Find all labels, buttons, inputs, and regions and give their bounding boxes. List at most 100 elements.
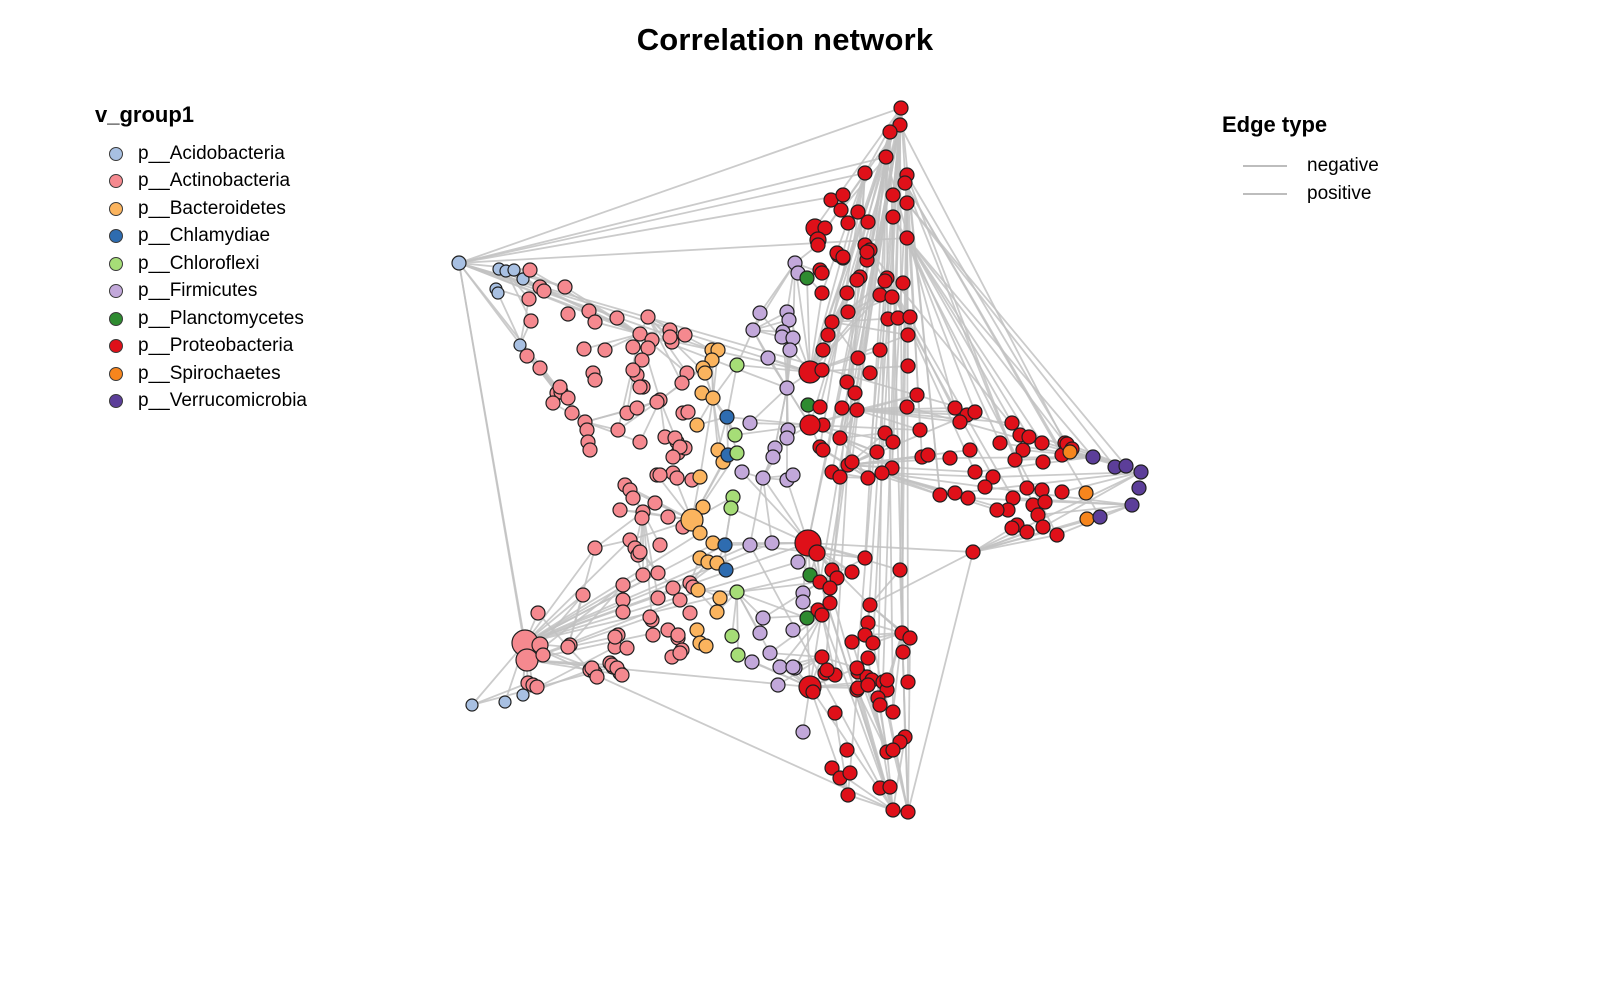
network-node-p__Proteobacteria[interactable]: [885, 434, 901, 450]
network-node-p__Proteobacteria[interactable]: [839, 374, 855, 390]
network-node-p__Actinobacteria[interactable]: [589, 669, 605, 685]
network-node-p__Firmicutes[interactable]: [742, 415, 758, 431]
network-node-p__Spirochaetes[interactable]: [1078, 485, 1094, 501]
network-node-p__Proteobacteria[interactable]: [1021, 429, 1037, 445]
network-node-p__Actinobacteria[interactable]: [535, 647, 551, 663]
network-node-p__Actinobacteria[interactable]: [649, 394, 665, 410]
network-node-p__Proteobacteria[interactable]: [992, 435, 1008, 451]
network-node-p__Proteobacteria[interactable]: [897, 175, 913, 191]
network-node-p__Firmicutes[interactable]: [744, 654, 760, 670]
network-node-p__Actinobacteria[interactable]: [629, 400, 645, 416]
network-node-p__Proteobacteria[interactable]: [824, 760, 840, 776]
network-node-p__Proteobacteria[interactable]: [860, 470, 876, 486]
network-node-p__Proteobacteria[interactable]: [1035, 519, 1051, 535]
network-node-p__Proteobacteria[interactable]: [878, 149, 894, 165]
network-node-p__Proteobacteria[interactable]: [885, 187, 901, 203]
network-node-p__Proteobacteria[interactable]: [1037, 494, 1053, 510]
network-node-p__Acidobacteria[interactable]: [513, 338, 527, 352]
network-node-p__Proteobacteria[interactable]: [819, 662, 835, 678]
network-node-p__Proteobacteria[interactable]: [893, 100, 909, 116]
network-node-p__Firmicutes[interactable]: [785, 622, 801, 638]
network-node-p__Actinobacteria[interactable]: [625, 490, 641, 506]
network-node-p__Actinobacteria[interactable]: [674, 375, 690, 391]
network-node-p__Proteobacteria[interactable]: [832, 430, 848, 446]
network-node-p__Actinobacteria[interactable]: [642, 609, 658, 625]
network-node-p__Acidobacteria[interactable]: [507, 263, 521, 277]
network-node-p__Proteobacteria[interactable]: [824, 314, 840, 330]
network-node-p__Firmicutes[interactable]: [795, 724, 811, 740]
network-node-p__Bacteroidetes[interactable]: [690, 582, 706, 598]
network-node-p__Actinobacteria[interactable]: [669, 470, 685, 486]
network-node-p__Proteobacteria[interactable]: [902, 309, 918, 325]
network-node-p__Firmicutes[interactable]: [755, 470, 771, 486]
network-node-p__Proteobacteria[interactable]: [849, 272, 865, 288]
network-node-p__Proteobacteria[interactable]: [952, 414, 968, 430]
network-node-p__Proteobacteria[interactable]: [899, 230, 915, 246]
network-node-p__Proteobacteria[interactable]: [805, 684, 821, 700]
network-node-p__Actinobacteria[interactable]: [634, 352, 650, 368]
network-node-p__Verrucomicrobia[interactable]: [1133, 464, 1149, 480]
network-node-p__Actinobacteria[interactable]: [564, 405, 580, 421]
network-node-p__Bacteroidetes[interactable]: [705, 390, 721, 406]
network-node-p__Actinobacteria[interactable]: [530, 605, 546, 621]
network-node-p__Proteobacteria[interactable]: [900, 674, 916, 690]
network-node-p__Bacteroidetes[interactable]: [709, 604, 725, 620]
network-node-p__Actinobacteria[interactable]: [607, 629, 623, 645]
network-node-p__Proteobacteria[interactable]: [814, 607, 830, 623]
network-node-p__Proteobacteria[interactable]: [909, 387, 925, 403]
network-node-p__Proteobacteria[interactable]: [844, 454, 860, 470]
network-node-p__Actinobacteria[interactable]: [652, 537, 668, 553]
network-node-p__Proteobacteria[interactable]: [862, 365, 878, 381]
network-node-p__Actinobacteria[interactable]: [523, 313, 539, 329]
network-node-p__Proteobacteria[interactable]: [839, 285, 855, 301]
network-node-p__Firmicutes[interactable]: [782, 342, 798, 358]
network-node-p__Proteobacteria[interactable]: [842, 765, 858, 781]
network-node-p__Actinobacteria[interactable]: [576, 341, 592, 357]
network-node-p__Actinobacteria[interactable]: [560, 639, 576, 655]
network-node-p__Proteobacteria[interactable]: [833, 202, 849, 218]
network-node-p__Chloroflexi[interactable]: [730, 647, 746, 663]
network-node-p__Firmicutes[interactable]: [762, 645, 778, 661]
network-node-p__Proteobacteria[interactable]: [989, 502, 1005, 518]
network-node-p__Proteobacteria[interactable]: [947, 485, 963, 501]
network-node-p__Proteobacteria[interactable]: [902, 630, 918, 646]
network-node-p__Verrucomicrobia[interactable]: [1092, 509, 1108, 525]
network-node-p__Acidobacteria[interactable]: [498, 695, 512, 709]
network-node-p__Actinobacteria[interactable]: [665, 449, 681, 465]
network-node-p__Proteobacteria[interactable]: [844, 634, 860, 650]
network-node-p__Spirochaetes[interactable]: [1079, 511, 1095, 527]
network-node-p__Proteobacteria[interactable]: [912, 422, 928, 438]
network-node-p__Chloroflexi[interactable]: [729, 445, 745, 461]
network-node-p__Planctomycetes[interactable]: [799, 270, 815, 286]
network-node-p__Proteobacteria[interactable]: [899, 399, 915, 415]
network-node-p__Chloroflexi[interactable]: [727, 427, 743, 443]
network-node-p__Proteobacteria[interactable]: [885, 704, 901, 720]
network-node-p__Proteobacteria[interactable]: [882, 779, 898, 795]
network-node-p__Proteobacteria[interactable]: [827, 705, 843, 721]
network-node-p__Bacteroidetes[interactable]: [692, 469, 708, 485]
network-node-p__Verrucomicrobia[interactable]: [1124, 497, 1140, 513]
network-node-p__Actinobacteria[interactable]: [560, 306, 576, 322]
network-node-p__Actinobacteria[interactable]: [615, 577, 631, 593]
network-node-p__Acidobacteria[interactable]: [516, 688, 530, 702]
network-node-p__Proteobacteria[interactable]: [850, 350, 866, 366]
network-node-p__Proteobacteria[interactable]: [815, 442, 831, 458]
network-node-p__Actinobacteria[interactable]: [672, 592, 688, 608]
network-node-p__Proteobacteria[interactable]: [1034, 435, 1050, 451]
network-node-p__Actinobacteria[interactable]: [662, 329, 678, 345]
network-node-p__Chloroflexi[interactable]: [729, 357, 745, 373]
network-node-p__Actinobacteria[interactable]: [515, 648, 539, 672]
network-node-p__Actinobacteria[interactable]: [652, 467, 668, 483]
network-node-p__Actinobacteria[interactable]: [632, 544, 648, 560]
network-node-p__Firmicutes[interactable]: [752, 305, 768, 321]
network-node-p__Proteobacteria[interactable]: [1004, 520, 1020, 536]
network-node-p__Actinobacteria[interactable]: [532, 360, 548, 376]
network-node-p__Proteobacteria[interactable]: [882, 124, 898, 140]
network-node-p__Firmicutes[interactable]: [765, 449, 781, 465]
network-node-p__Proteobacteria[interactable]: [932, 487, 948, 503]
network-node-p__Proteobacteria[interactable]: [895, 644, 911, 660]
network-node-p__Firmicutes[interactable]: [772, 659, 788, 675]
network-node-p__Proteobacteria[interactable]: [814, 265, 830, 281]
network-node-p__Proteobacteria[interactable]: [1054, 484, 1070, 500]
network-node-p__Actinobacteria[interactable]: [632, 434, 648, 450]
